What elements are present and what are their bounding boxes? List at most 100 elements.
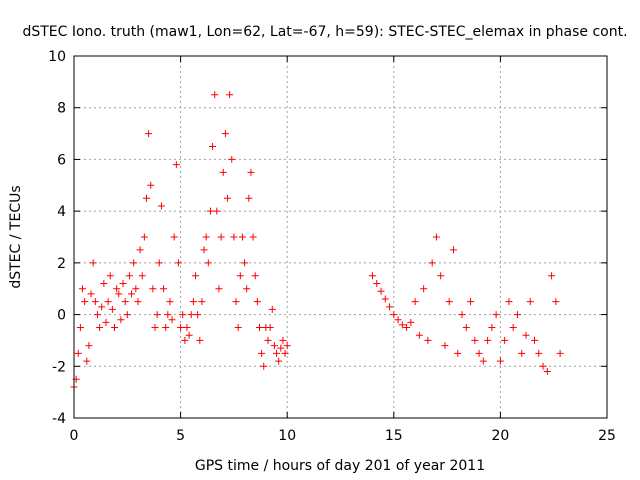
data-point xyxy=(215,285,223,293)
y-tick-label: 0 xyxy=(57,308,66,324)
data-point xyxy=(501,336,509,344)
x-tick-label: 10 xyxy=(278,428,296,444)
data-point xyxy=(368,272,376,280)
data-point xyxy=(249,233,257,241)
data-point xyxy=(108,305,116,313)
data-point xyxy=(236,272,244,280)
data-point xyxy=(162,324,170,331)
data-point xyxy=(194,311,202,319)
data-point xyxy=(209,143,217,150)
data-point xyxy=(243,285,251,293)
data-point xyxy=(115,290,123,298)
data-point xyxy=(155,259,163,267)
data-point xyxy=(93,311,101,319)
data-point xyxy=(76,324,84,331)
data-point xyxy=(147,181,155,189)
data-point xyxy=(531,336,539,344)
data-point xyxy=(238,233,246,241)
data-point xyxy=(437,272,445,280)
data-point xyxy=(74,349,82,357)
data-point xyxy=(411,298,419,306)
data-point xyxy=(117,316,125,324)
data-point xyxy=(83,357,91,365)
data-point xyxy=(424,336,432,344)
data-point xyxy=(96,324,104,331)
data-point xyxy=(128,290,136,298)
data-point xyxy=(266,324,274,331)
data-point xyxy=(164,311,172,319)
x-axis-label: GPS time / hours of day 201 of year 2011 xyxy=(195,458,485,474)
data-point xyxy=(153,311,161,319)
y-tick-label: 6 xyxy=(57,152,66,168)
data-point xyxy=(253,298,261,306)
data-point xyxy=(142,194,150,202)
data-point xyxy=(462,324,470,331)
data-point xyxy=(407,318,415,326)
data-point xyxy=(234,324,242,331)
data-point xyxy=(87,290,95,298)
data-point xyxy=(232,298,240,306)
data-point xyxy=(202,233,210,241)
grid xyxy=(74,56,607,418)
y-tick-label: -4 xyxy=(52,411,66,427)
data-point xyxy=(211,91,219,99)
data-point xyxy=(119,280,127,288)
data-point xyxy=(217,233,225,241)
data-point xyxy=(522,331,530,339)
data-point xyxy=(454,349,462,357)
data-point xyxy=(181,336,189,344)
data-point xyxy=(552,298,560,306)
data-point xyxy=(398,321,406,329)
data-point xyxy=(277,344,285,352)
x-tick-label: 15 xyxy=(385,428,403,444)
data-point xyxy=(172,161,180,169)
data-point xyxy=(177,324,185,331)
data-point xyxy=(196,336,204,344)
data-point xyxy=(111,324,119,331)
data-point xyxy=(198,298,206,306)
data-point xyxy=(390,311,398,319)
data-point xyxy=(245,194,253,202)
data-point xyxy=(268,305,276,313)
plot-frame xyxy=(73,55,608,419)
data-point xyxy=(230,233,238,241)
data-point xyxy=(219,168,227,176)
data-point xyxy=(132,285,140,293)
data-point xyxy=(381,295,389,303)
data-point xyxy=(151,324,159,331)
data-points xyxy=(70,91,564,391)
data-point xyxy=(513,311,521,319)
data-point xyxy=(270,342,278,350)
data-point xyxy=(415,331,423,339)
data-point xyxy=(140,233,148,241)
data-point xyxy=(505,298,513,306)
data-point xyxy=(192,272,200,280)
data-point xyxy=(100,280,108,288)
data-point xyxy=(85,342,93,350)
data-point xyxy=(492,311,500,319)
data-point xyxy=(98,303,106,311)
data-point xyxy=(251,272,259,280)
data-point xyxy=(471,336,479,344)
data-point xyxy=(543,367,551,375)
y-tick-label: -2 xyxy=(52,359,66,375)
x-tick-label: 20 xyxy=(491,428,509,444)
data-point xyxy=(168,316,176,324)
data-point xyxy=(377,287,385,295)
data-point xyxy=(204,259,212,267)
data-point xyxy=(467,298,475,306)
y-tick-label: 10 xyxy=(48,49,66,65)
data-point xyxy=(104,298,112,306)
data-point xyxy=(134,298,142,306)
data-point xyxy=(183,324,191,331)
data-point xyxy=(403,324,411,331)
data-point xyxy=(458,311,466,319)
data-point xyxy=(526,298,534,306)
data-point xyxy=(213,207,221,215)
data-point xyxy=(394,316,402,324)
data-point xyxy=(221,130,229,138)
data-point xyxy=(157,202,165,210)
data-point xyxy=(484,336,492,344)
chart-title: dSTEC Iono. truth (maw1, Lon=62, Lat=-67… xyxy=(22,24,627,40)
